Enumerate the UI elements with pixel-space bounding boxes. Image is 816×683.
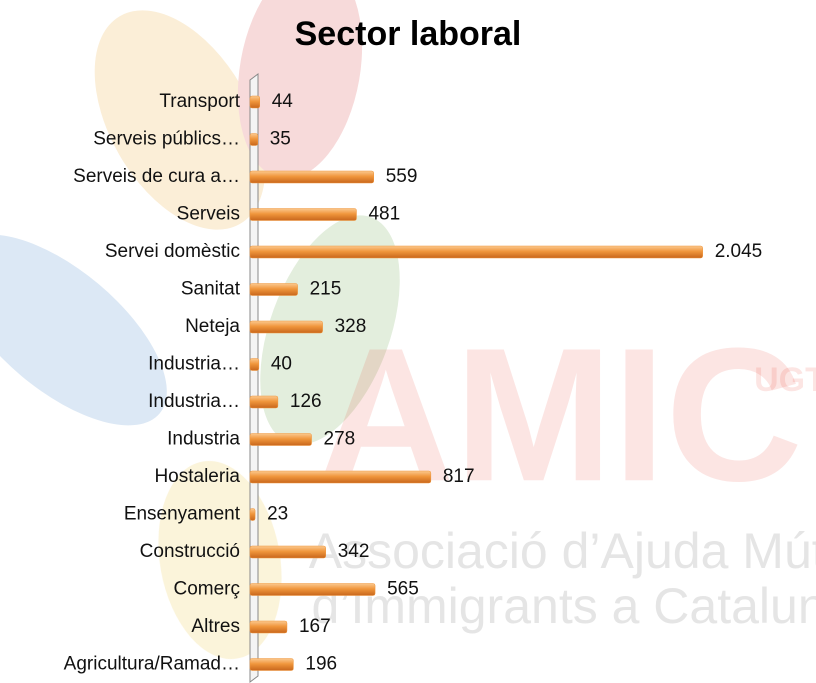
category-label: Industria [167, 429, 240, 450]
watermark-line: d’Immigrants a Catalunya [312, 578, 816, 634]
bar [249, 320, 323, 334]
bar [249, 245, 703, 259]
value-label: 481 [368, 204, 400, 225]
value-label: 328 [335, 316, 367, 337]
background-art [0, 0, 400, 660]
category-label: Neteja [185, 316, 240, 337]
bar [249, 508, 256, 521]
bar [249, 95, 260, 109]
value-label: 2.045 [715, 241, 763, 262]
watermark-union: UGT [754, 361, 816, 399]
watermark-line: Associació d’Ajuda Mútua [309, 523, 816, 579]
value-label: 35 [270, 129, 291, 150]
value-label: 126 [290, 391, 322, 412]
value-label: 23 [267, 504, 288, 525]
bar [249, 358, 260, 371]
category-label: Comerç [173, 579, 240, 600]
category-label: Agricultura/Ramad… [64, 654, 240, 675]
bar [249, 170, 374, 184]
value-label: 565 [387, 579, 419, 600]
bar [249, 620, 288, 634]
bar [249, 133, 258, 146]
bar [249, 433, 312, 446]
category-label: Hostaleria [154, 466, 240, 487]
value-label: 559 [386, 166, 418, 187]
value-label: 215 [310, 279, 342, 300]
bar [249, 470, 432, 484]
value-label: 44 [272, 91, 294, 112]
category-label: Sanitat [181, 279, 241, 300]
category-label: Construcció [140, 541, 240, 562]
category-label: Industria… [148, 391, 240, 412]
category-label: Serveis [177, 204, 240, 225]
category-label: Ensenyament [124, 504, 241, 525]
bar [249, 283, 298, 296]
value-label: 278 [324, 429, 356, 450]
category-label: Servei domèstic [105, 241, 240, 262]
category-label: Serveis de cura a… [73, 166, 240, 187]
value-label: 817 [443, 466, 475, 487]
value-label: 167 [299, 616, 331, 637]
bar [249, 395, 279, 409]
bar [249, 208, 357, 221]
category-label: Industria… [148, 354, 240, 375]
category-label: Serveis públics… [93, 129, 240, 150]
watermark-logo: AMIC [317, 309, 802, 521]
value-label: 196 [305, 654, 337, 675]
value-label: 342 [338, 541, 370, 562]
value-label: 40 [271, 354, 292, 375]
chart-title: Sector laboral [295, 15, 522, 53]
category-label: Transport [159, 91, 240, 112]
bar [249, 658, 294, 671]
bar [249, 545, 326, 559]
category-label: Altres [191, 616, 240, 637]
bar [249, 583, 376, 596]
